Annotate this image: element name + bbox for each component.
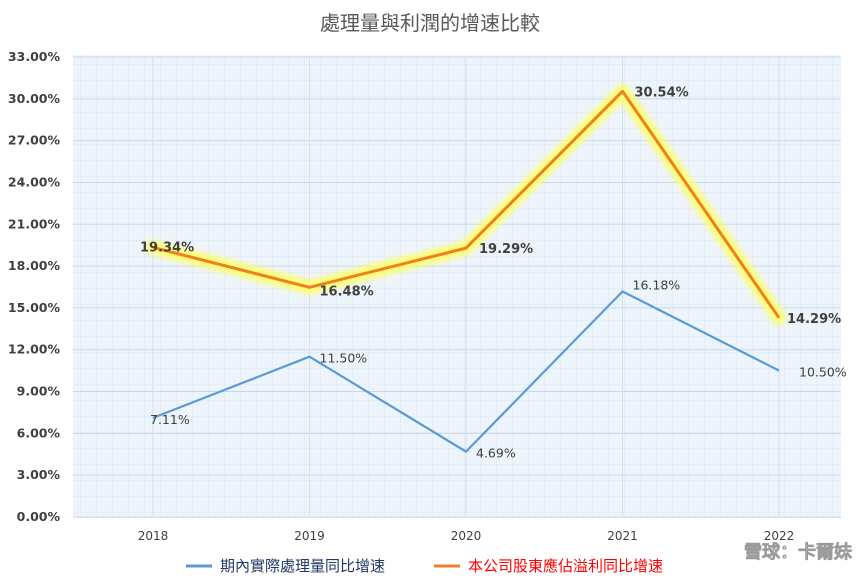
data-label: 19.34% xyxy=(140,240,194,255)
x-tick-label: 2020 xyxy=(451,529,482,543)
y-tick-label: 0.00% xyxy=(17,509,61,524)
data-label: 16.48% xyxy=(320,284,374,299)
legend-label: 本公司股東應佔溢利同比增速 xyxy=(468,557,663,575)
y-tick-label: 6.00% xyxy=(17,425,61,440)
data-label: 11.50% xyxy=(320,351,368,366)
y-tick-label: 12.00% xyxy=(8,342,61,357)
y-tick-label: 21.00% xyxy=(8,216,61,231)
y-tick-label: 9.00% xyxy=(17,384,61,399)
y-tick-label: 27.00% xyxy=(8,133,61,148)
x-tick-label: 2019 xyxy=(294,529,325,543)
x-tick-label: 2021 xyxy=(607,529,638,543)
y-tick-label: 3.00% xyxy=(17,467,61,482)
data-label: 14.29% xyxy=(787,312,841,327)
data-label: 30.54% xyxy=(635,85,689,100)
y-tick-label: 33.00% xyxy=(8,49,61,64)
x-tick-label: 2018 xyxy=(138,529,169,543)
chart-title: 處理量與利潤的增速比較 xyxy=(320,11,540,35)
plot-grid-texture xyxy=(73,55,841,518)
y-tick-label: 24.00% xyxy=(8,174,61,189)
y-tick-label: 30.00% xyxy=(8,91,61,106)
y-tick-label: 15.00% xyxy=(8,300,61,315)
data-label: 4.69% xyxy=(476,446,516,461)
x-tick-label: 2022 xyxy=(764,529,795,543)
watermark: 雪球：卡爾妹 xyxy=(744,541,853,563)
y-tick-label: 18.00% xyxy=(8,258,61,273)
data-label: 7.11% xyxy=(150,412,190,427)
data-label: 19.29% xyxy=(479,242,533,257)
data-label: 16.18% xyxy=(633,277,681,292)
data-label: 10.50% xyxy=(799,365,847,380)
legend-label: 期內實際處理量同比增速 xyxy=(220,557,385,575)
